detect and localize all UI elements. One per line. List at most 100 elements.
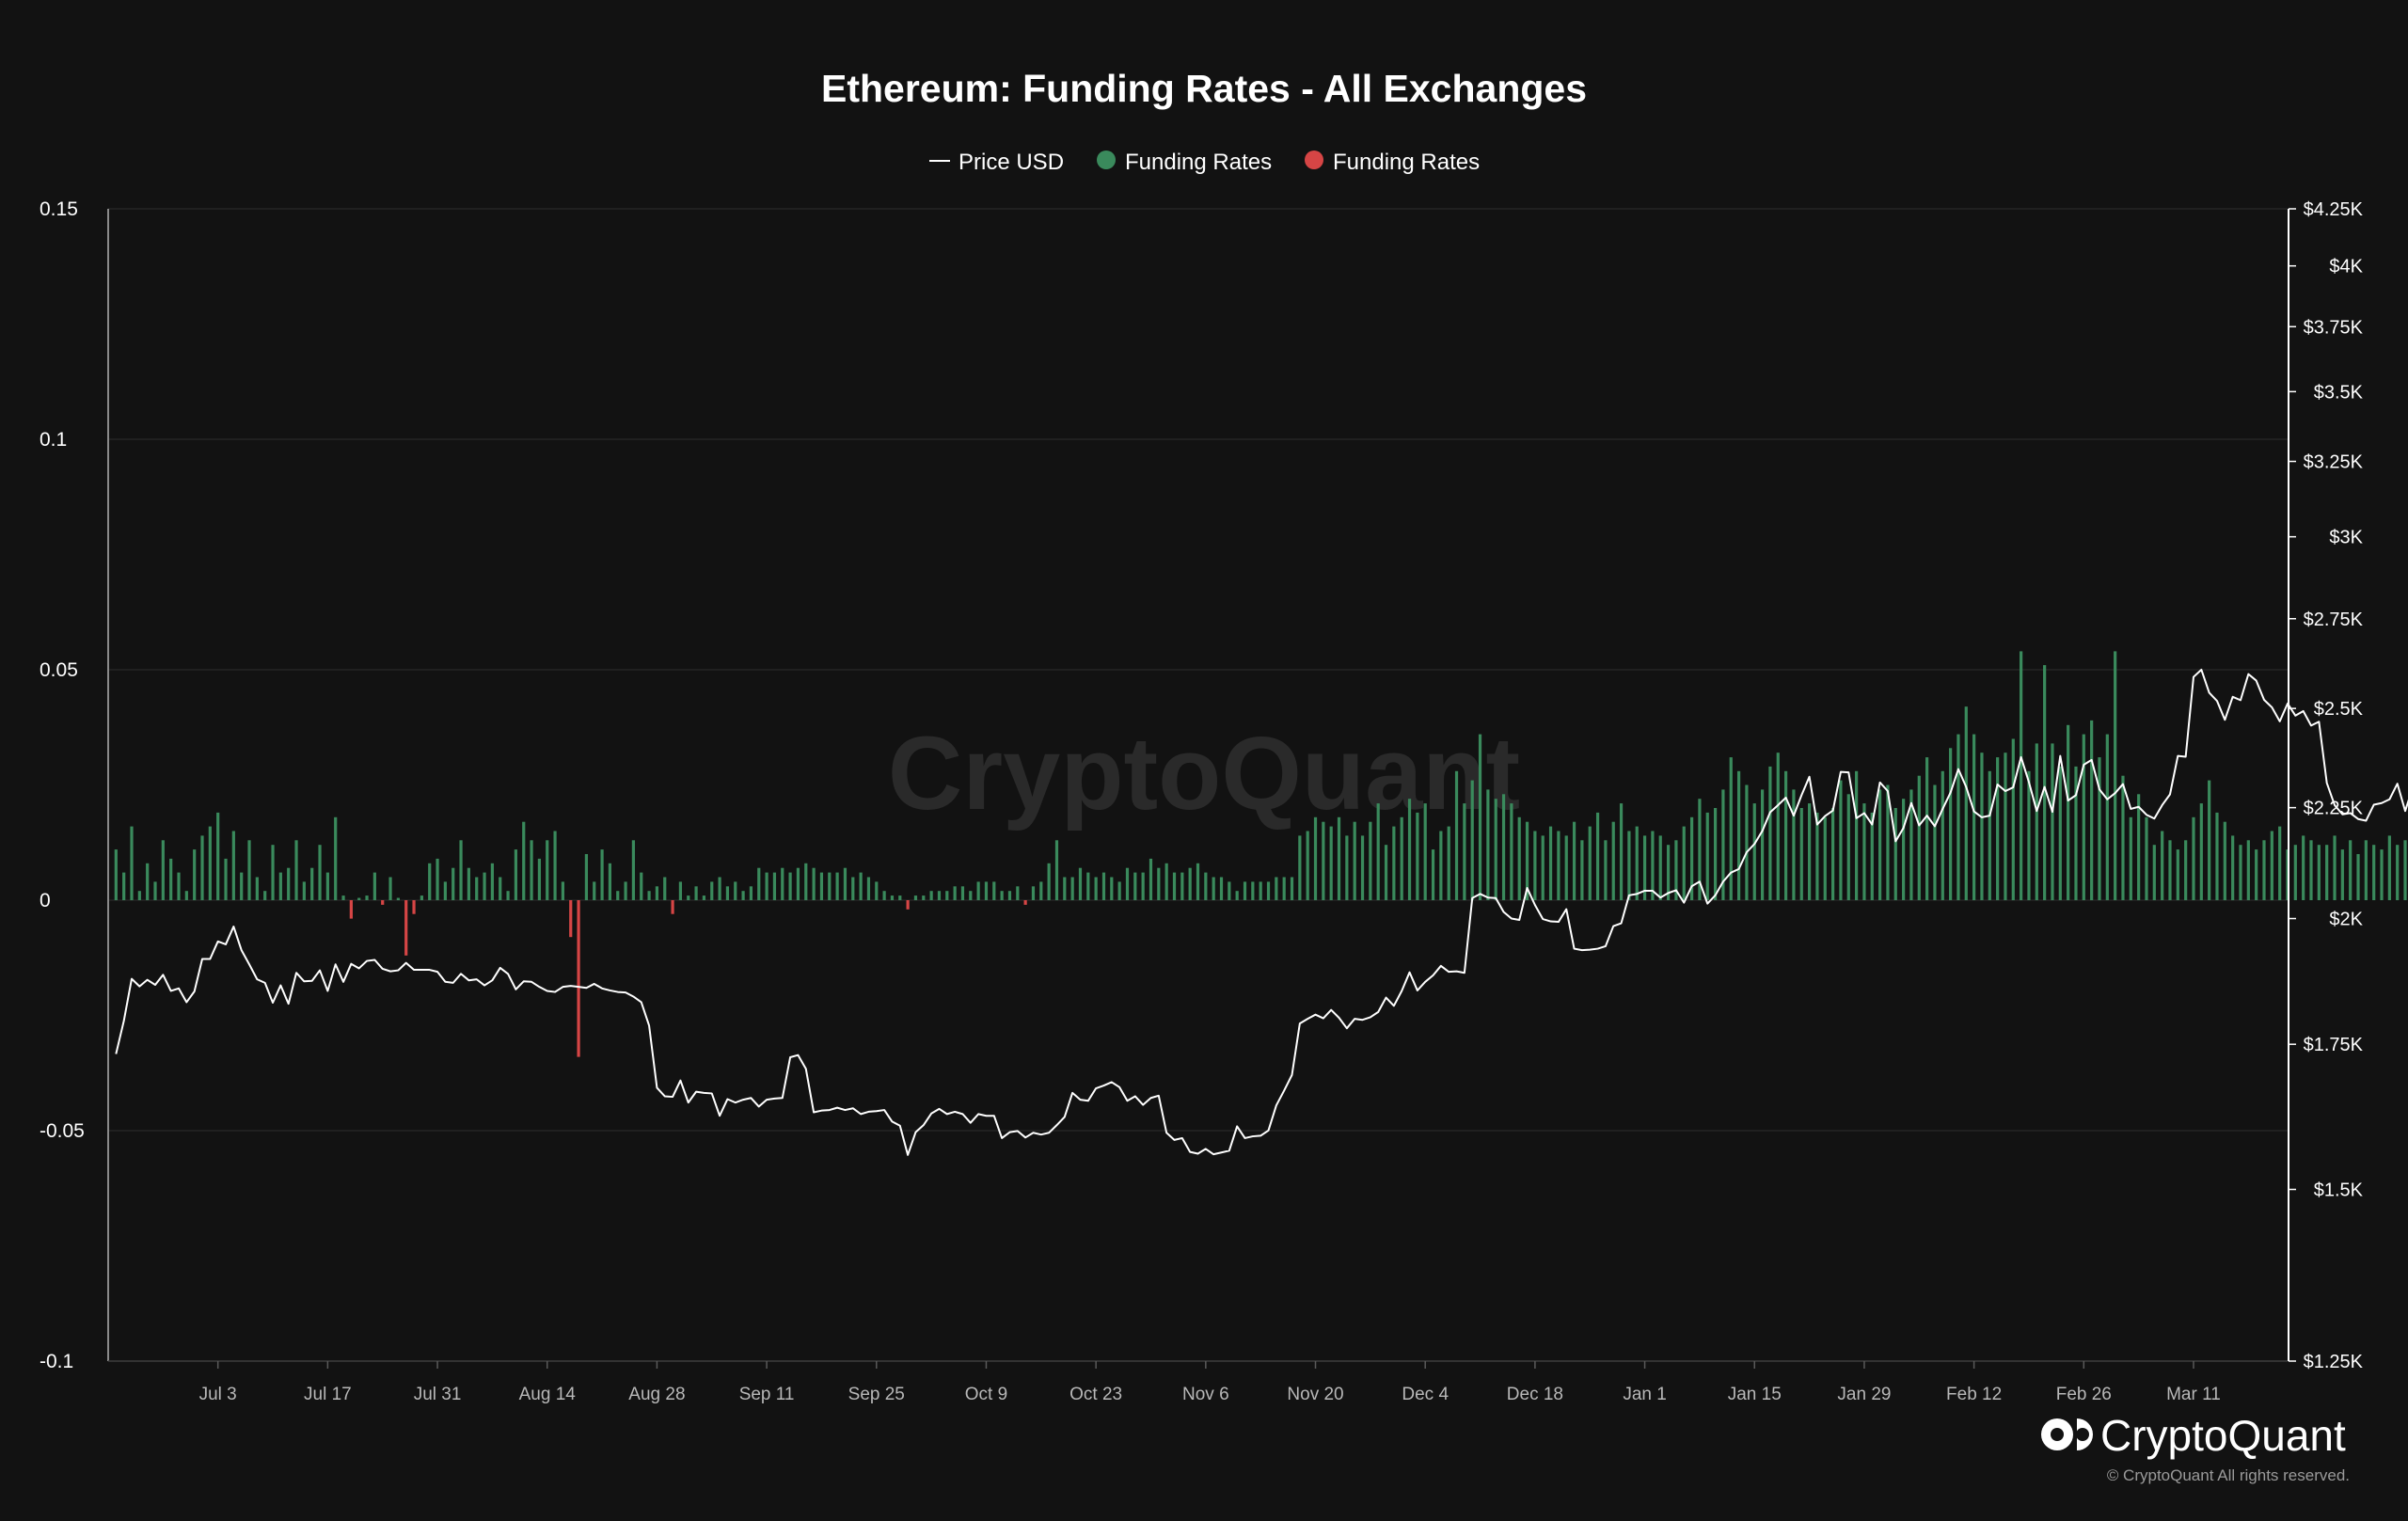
funding-bar-positive	[561, 881, 564, 900]
funding-bar-positive	[2223, 821, 2226, 900]
funding-bar-positive	[216, 812, 220, 900]
funding-bar-positive	[953, 886, 957, 900]
x-tick-label: Nov 20	[1287, 1385, 1343, 1404]
left-axis-ticks: 0.15 0.1 0.05 0 -0.05 -0.1	[40, 198, 85, 1372]
funding-bar-positive	[2380, 849, 2384, 900]
funding-bar-positive	[1501, 794, 1506, 900]
funding-bar-positive	[341, 895, 345, 900]
funding-bar-positive	[1980, 753, 1984, 900]
funding-bar-positive	[1705, 812, 1709, 900]
funding-bar-positive	[1454, 770, 1459, 900]
funding-bar-positive	[937, 891, 942, 900]
funding-bar-positive	[1054, 840, 1059, 900]
funding-bar-positive	[1510, 803, 1513, 900]
funding-bar-positive	[1996, 757, 2000, 900]
brand-name: CryptoQuant	[2100, 1411, 2346, 1460]
funding-bar-positive	[1172, 872, 1177, 900]
funding-bar-positive	[1988, 770, 1991, 900]
funding-bar-positive	[2199, 803, 2203, 900]
funding-bar-positive	[1666, 845, 1671, 900]
funding-bar-positive	[1141, 872, 1145, 900]
funding-bar-positive	[796, 867, 800, 900]
funding-bar-positive	[1360, 835, 1365, 900]
funding-bar-positive	[2129, 816, 2132, 900]
funding-bar-positive	[819, 872, 824, 900]
funding-bar-negative	[671, 900, 674, 914]
funding-bar-positive	[153, 881, 157, 900]
funding-bar-positive	[640, 872, 643, 900]
funding-bar-positive	[1752, 803, 1756, 900]
funding-bar-positive	[765, 872, 768, 900]
funding-bar-positive	[200, 835, 204, 900]
x-tick-label: Oct 23	[1069, 1385, 1122, 1404]
funding-bar-positive	[2262, 840, 2266, 900]
funding-bar-positive	[1431, 849, 1435, 900]
funding-bar-positive	[647, 891, 651, 900]
funding-bar-positive	[420, 895, 423, 900]
funding-bar-positive	[2082, 734, 2085, 900]
funding-bar-positive	[483, 872, 486, 900]
funding-bar-positive	[2372, 845, 2376, 900]
funding-bar-positive	[1729, 757, 1733, 900]
legend-dot-green	[1097, 151, 1116, 169]
funding-bar-positive	[1039, 881, 1043, 900]
axes	[107, 209, 2289, 1362]
x-tick-label: Dec 18	[1507, 1385, 1563, 1404]
funding-bar-positive	[1949, 748, 1953, 900]
funding-bar-positive	[2333, 835, 2337, 900]
funding-bar-positive	[702, 895, 706, 900]
right-tick-label: $2.75K	[2304, 610, 2364, 630]
funding-bar-positive	[130, 826, 134, 900]
funding-bar-positive	[1972, 734, 1976, 900]
funding-bar-positive	[1674, 840, 1678, 900]
legend-item-funding-negative[interactable]: Funding Rates	[1305, 150, 1480, 175]
funding-bar-positive	[1721, 789, 1725, 900]
funding-bar-negative	[404, 900, 408, 956]
left-tick-label: -0.05	[40, 1120, 85, 1142]
x-tick-label: Oct 9	[965, 1385, 1007, 1404]
right-tick-label: $1.75K	[2304, 1035, 2364, 1055]
funding-bar-positive	[1086, 872, 1090, 900]
funding-bar-positive	[1604, 840, 1608, 900]
funding-bar-positive	[655, 886, 659, 900]
legend-item-price[interactable]: Price USD	[929, 150, 1064, 175]
funding-bar-positive	[1204, 872, 1208, 900]
funding-bar-negative	[381, 900, 385, 905]
funding-bar-negative	[349, 900, 353, 919]
funding-bar-positive	[193, 849, 197, 900]
funding-rate-bars	[114, 651, 2407, 1057]
funding-bar-positive	[1768, 766, 1772, 900]
legend-item-funding-positive[interactable]: Funding Rates	[1097, 150, 1272, 175]
funding-bar-positive	[1416, 812, 1419, 900]
legend: Price USD Funding Rates Funding Rates	[929, 150, 1480, 175]
funding-bar-positive	[1533, 831, 1537, 900]
right-tick-label: $3.75K	[2304, 317, 2364, 338]
funding-bar-positive	[1494, 799, 1497, 900]
price-line-layer	[115, 668, 2408, 1156]
funding-bar-positive	[1407, 799, 1412, 900]
funding-bar-positive	[546, 840, 549, 900]
funding-bar-positive	[1447, 826, 1450, 900]
funding-bar-positive	[976, 881, 980, 900]
x-tick-label: Feb 26	[2056, 1385, 2112, 1404]
funding-bar-positive	[2317, 845, 2321, 900]
funding-bar-positive	[475, 877, 479, 900]
funding-bar-positive	[452, 867, 455, 900]
funding-bar-positive	[1745, 784, 1749, 900]
funding-bar-positive	[663, 877, 667, 900]
funding-bar-positive	[1439, 831, 1443, 900]
funding-bar-positive	[247, 840, 251, 900]
funding-bar-positive	[2027, 770, 2031, 900]
funding-bar-positive	[1783, 770, 1788, 900]
funding-bar-positive	[2074, 766, 2078, 900]
funding-bar-positive	[828, 872, 832, 900]
funding-bar-positive	[992, 881, 996, 900]
funding-bar-positive	[1282, 877, 1286, 900]
funding-bar-positive	[929, 891, 933, 900]
funding-bar-positive	[913, 895, 918, 900]
funding-bar-positive	[584, 854, 589, 900]
funding-bar-positive	[1611, 821, 1615, 900]
funding-bar-positive	[2403, 840, 2407, 900]
funding-bar-positive	[749, 886, 753, 900]
